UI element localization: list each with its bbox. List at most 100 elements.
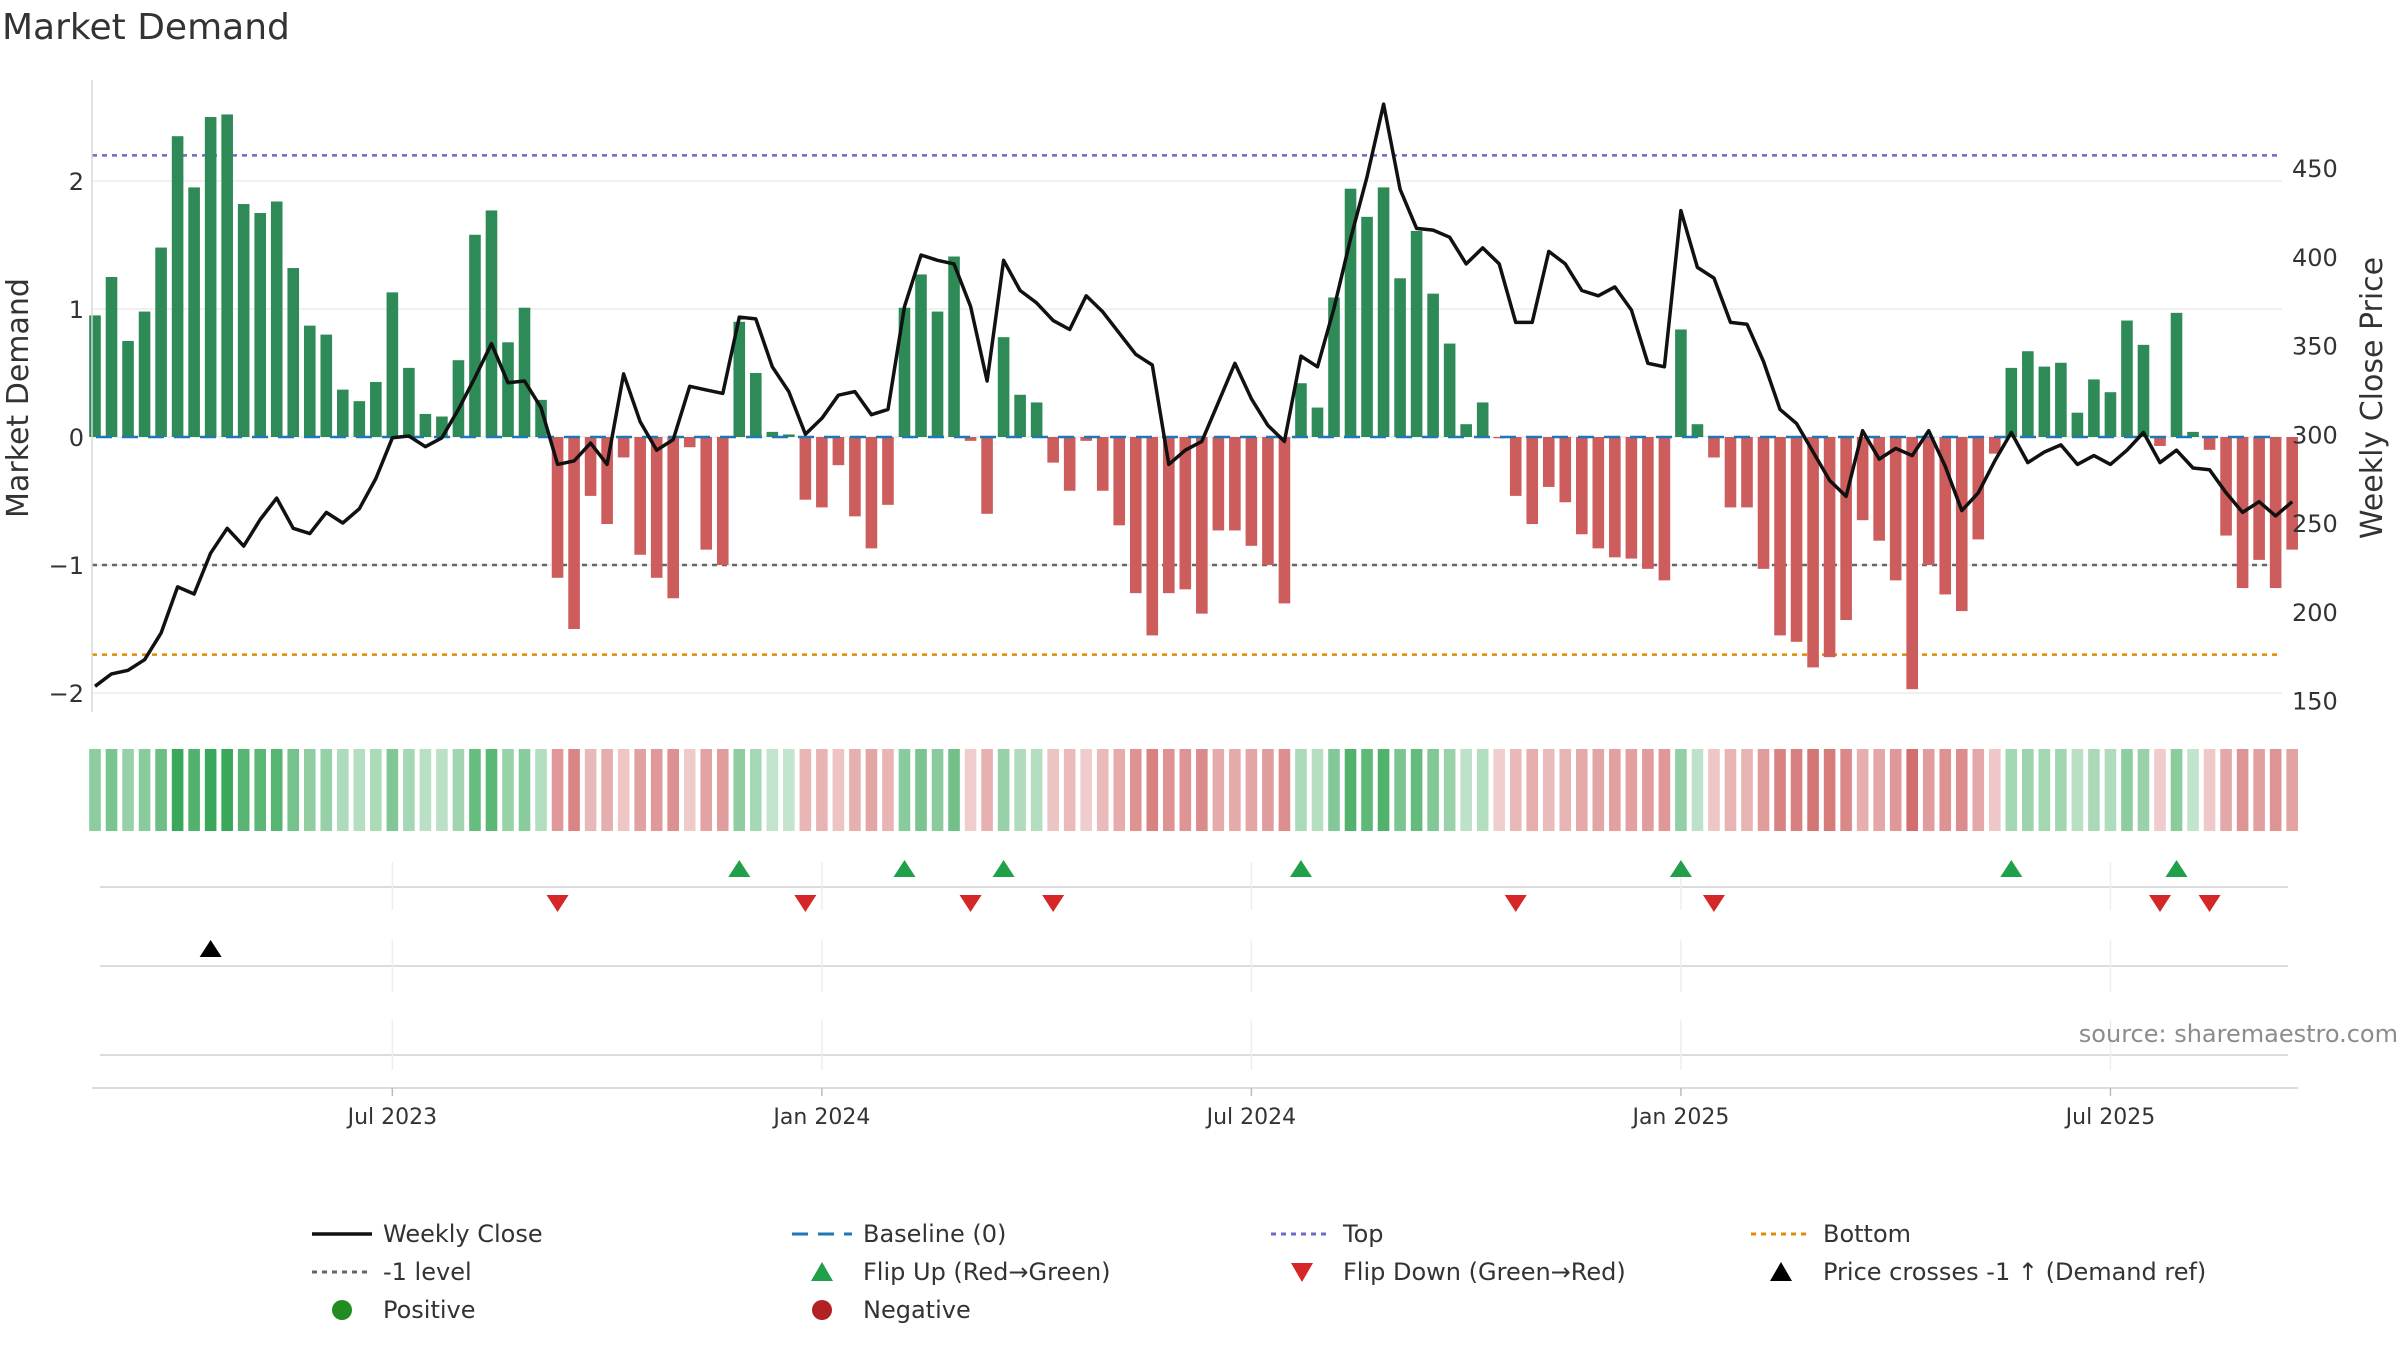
legend-price-cross-label: Price crosses -1 ↑ (Demand ref) bbox=[1823, 1258, 2206, 1286]
heat-cell-117 bbox=[2022, 749, 2034, 831]
demand-bar-44 bbox=[816, 437, 828, 508]
demand-bar-55 bbox=[997, 337, 1010, 437]
demand-bar-63 bbox=[1129, 437, 1142, 594]
heat-cell-18 bbox=[386, 749, 399, 831]
heat-cell-80 bbox=[1410, 749, 1423, 831]
legend-positive: Positive bbox=[332, 1296, 476, 1324]
heat-cell-1 bbox=[105, 749, 118, 831]
heat-cell-106 bbox=[1840, 749, 1852, 831]
demand-bar-26 bbox=[518, 307, 531, 437]
y-left-tick-label-0: 2 bbox=[69, 168, 84, 196]
heat-cell-13 bbox=[303, 749, 316, 831]
demand-bar-124 bbox=[2137, 344, 2150, 437]
heat-cell-53 bbox=[964, 749, 977, 831]
flip-up-marker-0 bbox=[728, 860, 751, 877]
heat-cell-122 bbox=[2104, 749, 2117, 831]
heat-cell-91 bbox=[1592, 749, 1605, 831]
demand-bar-62 bbox=[1113, 437, 1126, 526]
demand-bar-93 bbox=[1625, 437, 1638, 559]
demand-bar-128 bbox=[2203, 437, 2216, 450]
demand-bar-57 bbox=[1030, 402, 1043, 437]
x-axis-dates: Jul 2023 Jan 2024 Jul 2024 Jan 2025 Jul 2025 bbox=[346, 1088, 2155, 1130]
demand-bar-42 bbox=[783, 434, 795, 437]
heat-cell-100 bbox=[1741, 749, 1753, 831]
heat-cell-48 bbox=[882, 749, 894, 831]
heat-cell-9 bbox=[237, 749, 250, 831]
heat-cell-28 bbox=[551, 749, 564, 831]
demand-bar-108 bbox=[1873, 437, 1885, 541]
heat-cell-0 bbox=[89, 749, 101, 831]
heat-cell-68 bbox=[1212, 749, 1225, 831]
heat-cell-41 bbox=[766, 749, 779, 831]
demand-bar-95 bbox=[1658, 437, 1671, 581]
y-right-tick-label-1: 400 bbox=[2292, 244, 2338, 272]
demand-bar-38 bbox=[716, 437, 729, 565]
demand-bar-102 bbox=[1774, 437, 1786, 636]
legend-flip-down-label: Flip Down (Green→Red) bbox=[1343, 1258, 1626, 1286]
heat-cell-113 bbox=[1955, 749, 1968, 831]
chart-title: Market Demand bbox=[2, 7, 290, 48]
heat-cell-7 bbox=[204, 749, 217, 831]
heat-cell-62 bbox=[1113, 749, 1126, 831]
heat-cell-64 bbox=[1146, 749, 1159, 831]
heat-cell-76 bbox=[1344, 749, 1357, 831]
demand-bar-37 bbox=[700, 437, 713, 550]
demand-bar-91 bbox=[1592, 437, 1605, 549]
heat-cell-95 bbox=[1658, 749, 1671, 831]
demand-bar-61 bbox=[1096, 437, 1109, 491]
demand-bar-32 bbox=[617, 437, 630, 458]
y-left-tick-label-3: −1 bbox=[49, 552, 84, 580]
y-axis-left-label: Market Demand bbox=[1, 278, 36, 518]
heat-cell-84 bbox=[1476, 749, 1489, 831]
heat-cell-43 bbox=[799, 749, 812, 831]
heat-cell-114 bbox=[1972, 749, 1985, 831]
heat-cell-92 bbox=[1609, 749, 1621, 831]
y-right-tick-label-5: 200 bbox=[2292, 599, 2338, 627]
demand-bar-16 bbox=[353, 401, 366, 437]
heat-cell-3 bbox=[138, 749, 151, 831]
flip-up-marker-3 bbox=[1289, 860, 1312, 877]
demand-bar-69 bbox=[1229, 437, 1241, 531]
heat-cell-20 bbox=[419, 749, 432, 831]
heat-cell-47 bbox=[865, 749, 878, 831]
demand-bar-98 bbox=[1708, 437, 1720, 458]
demand-bar-92 bbox=[1609, 437, 1621, 558]
demand-bar-70 bbox=[1245, 437, 1258, 546]
demand-bars bbox=[89, 114, 2298, 690]
demand-bar-86 bbox=[1509, 437, 1522, 496]
heat-cell-126 bbox=[2170, 749, 2183, 831]
demand-bar-99 bbox=[1724, 437, 1737, 508]
heat-cell-63 bbox=[1129, 749, 1142, 831]
demand-bar-58 bbox=[1047, 437, 1059, 463]
heat-cell-15 bbox=[337, 749, 349, 831]
legend-flip-down: Flip Down (Green→Red) bbox=[1291, 1258, 1626, 1286]
demand-bar-47 bbox=[865, 437, 878, 549]
flip-down-marker-2 bbox=[959, 895, 982, 912]
demand-bar-85 bbox=[1493, 437, 1505, 439]
demand-bar-15 bbox=[337, 389, 349, 437]
heat-cell-118 bbox=[2038, 749, 2051, 831]
heat-cell-60 bbox=[1080, 749, 1092, 831]
demand-bar-89 bbox=[1559, 437, 1572, 503]
weekly-close-line bbox=[93, 102, 2294, 688]
legend-baseline-label: Baseline (0) bbox=[863, 1220, 1006, 1248]
flip-down-marker-6 bbox=[2149, 895, 2171, 912]
heat-cell-8 bbox=[221, 749, 233, 831]
demand-bar-115 bbox=[1989, 437, 2001, 454]
heat-cell-29 bbox=[568, 749, 580, 831]
heat-cell-16 bbox=[353, 749, 366, 831]
flip-down-marker-1 bbox=[794, 895, 817, 912]
legend-minus-one-label: -1 level bbox=[383, 1258, 472, 1286]
demand-bar-82 bbox=[1443, 343, 1456, 437]
heat-cell-59 bbox=[1063, 749, 1076, 831]
flip-down-marker-4 bbox=[1504, 895, 1527, 912]
heat-cell-97 bbox=[1691, 749, 1704, 831]
demand-bar-31 bbox=[601, 437, 613, 525]
heat-cell-12 bbox=[287, 749, 300, 831]
demand-bar-111 bbox=[1922, 437, 1935, 565]
legend-baseline: Baseline (0) bbox=[792, 1220, 1006, 1248]
demand-bar-79 bbox=[1394, 278, 1406, 437]
heat-cell-26 bbox=[518, 749, 531, 831]
heat-cell-73 bbox=[1295, 749, 1307, 831]
